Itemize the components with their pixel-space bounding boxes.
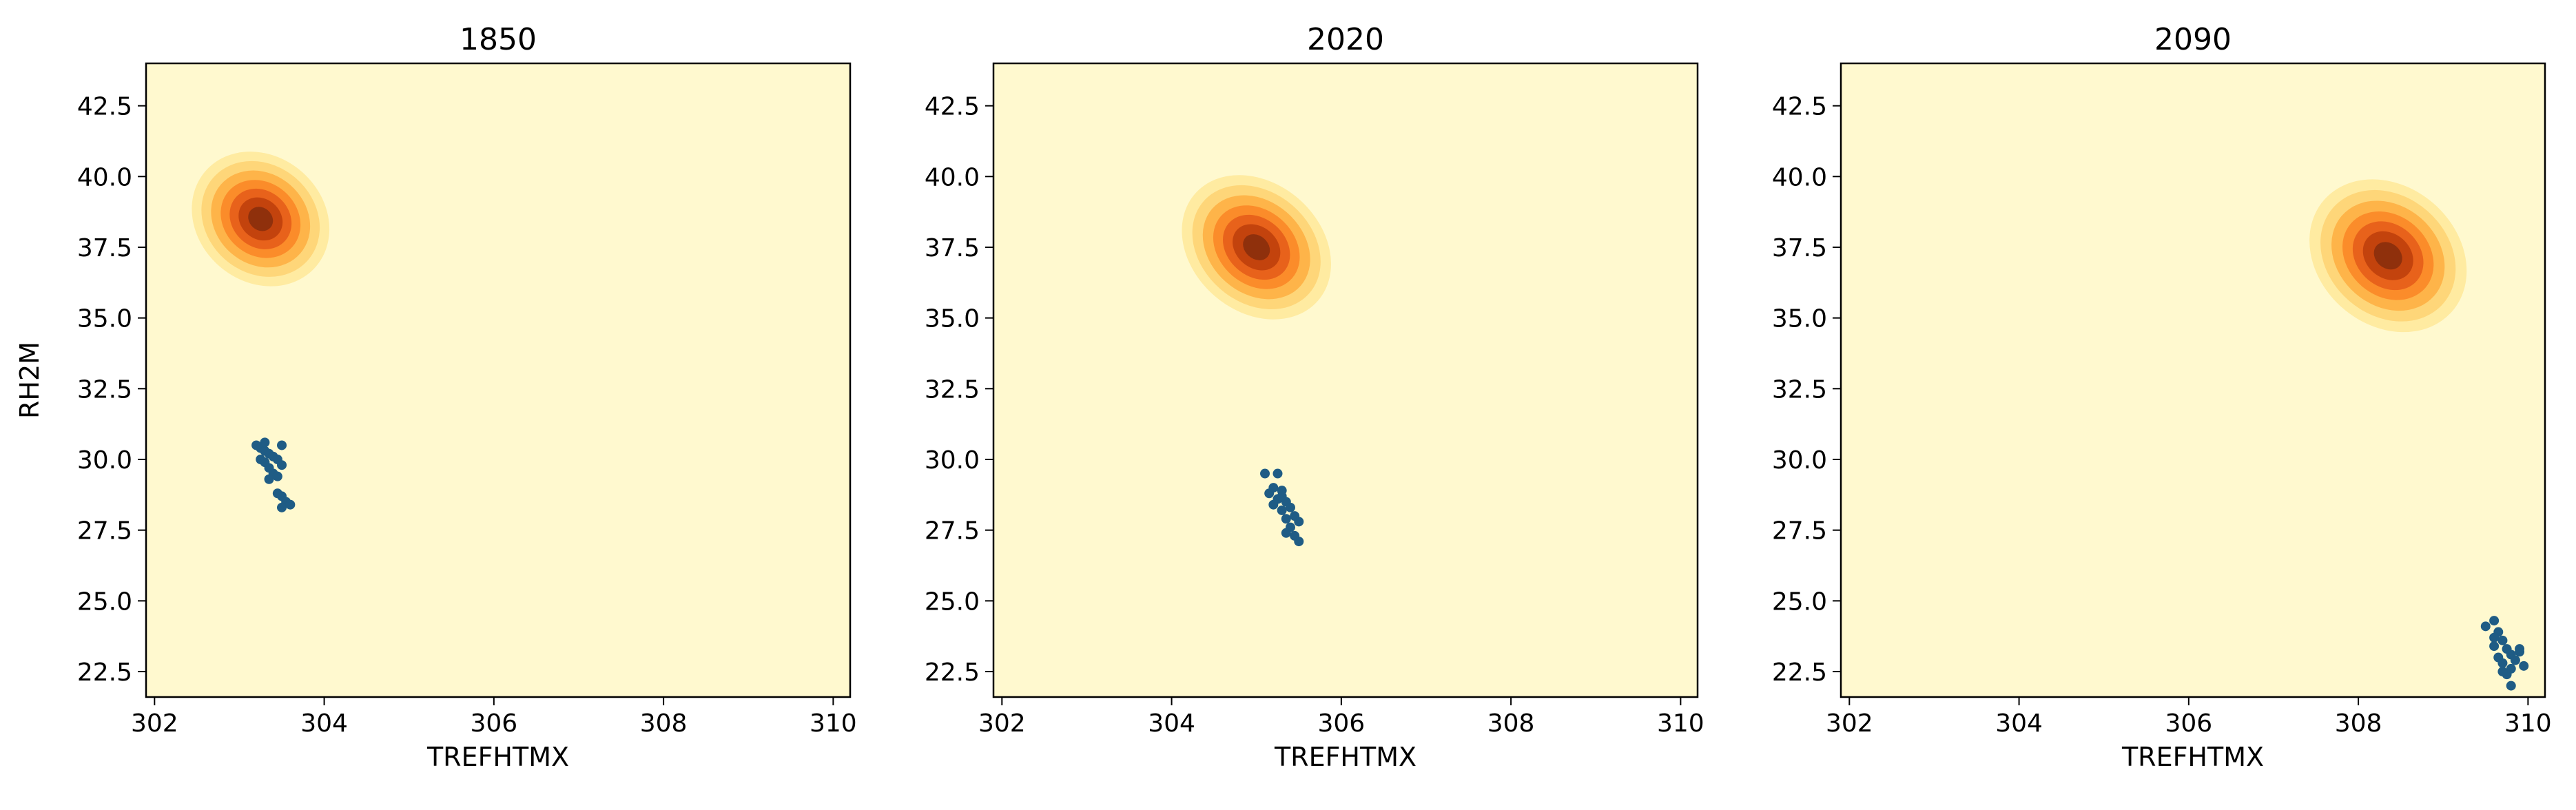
x-axis-label: TREFHTMX xyxy=(426,742,569,772)
y-tick-label: 32.5 xyxy=(925,375,980,404)
data-point xyxy=(2497,658,2508,668)
data-point xyxy=(2515,644,2525,654)
axes-frame xyxy=(1840,62,2546,698)
data-point xyxy=(1277,491,1287,501)
scatter-points xyxy=(1260,468,1304,547)
data-point xyxy=(1294,537,1304,547)
y-tick-label: 40.0 xyxy=(1772,163,1827,191)
data-point xyxy=(272,488,282,499)
data-point xyxy=(2489,641,2500,652)
x-tick-label: 304 xyxy=(1148,709,1195,738)
chart-title: 2090 xyxy=(2154,22,2232,57)
x-tick-label: 302 xyxy=(131,709,178,738)
x-tick-label: 302 xyxy=(1826,709,1873,738)
x-tick-label: 310 xyxy=(1657,709,1704,738)
y-tick-label: 37.5 xyxy=(77,234,132,262)
plot-background xyxy=(1841,63,2545,697)
x-tick-label: 306 xyxy=(470,709,517,738)
y-tick-label: 25.0 xyxy=(1772,588,1827,616)
y-tick-label: 32.5 xyxy=(1772,375,1827,404)
data-point xyxy=(277,502,287,512)
data-point xyxy=(285,499,296,510)
data-point xyxy=(1260,468,1270,479)
x-tick-label: 302 xyxy=(978,709,1026,738)
y-tick-label: 25.0 xyxy=(925,588,980,616)
y-tick-label: 30.0 xyxy=(77,446,132,475)
y-tick-label: 30.0 xyxy=(925,446,980,475)
y-tick-label: 32.5 xyxy=(77,375,132,404)
y-tick-label: 37.5 xyxy=(925,234,980,262)
y-axis-label: RH2M xyxy=(14,342,45,419)
chart-panel-1: 302 304 306 308 310 22.5 25.0 27.5 30.0 32.5 35.0 3… xyxy=(14,22,857,772)
y-tick-label: 42.5 xyxy=(1772,93,1827,121)
x-tick-label: 310 xyxy=(810,709,857,738)
y-tick-label: 40.0 xyxy=(925,163,980,191)
scatter-points xyxy=(2480,616,2529,691)
data-point xyxy=(2489,632,2500,643)
x-tick-label: 304 xyxy=(300,709,348,738)
data-point xyxy=(1281,528,1291,538)
y-tick-label: 35.0 xyxy=(925,305,980,333)
y-tick-label: 37.5 xyxy=(1772,234,1827,262)
y-tick-label: 22.5 xyxy=(77,658,132,687)
axes-frame xyxy=(145,62,852,698)
x-tick-label: 306 xyxy=(1317,709,1365,738)
data-point xyxy=(1264,488,1275,499)
y-tick-label: 40.0 xyxy=(77,163,132,191)
y-tick-label: 35.0 xyxy=(1772,305,1827,333)
y-tick-label: 22.5 xyxy=(925,658,980,687)
data-point xyxy=(1285,502,1295,512)
density-contours xyxy=(192,152,330,287)
data-point xyxy=(2510,655,2520,665)
chart-title: 1850 xyxy=(460,22,537,57)
plot-background xyxy=(993,63,1698,697)
data-point xyxy=(2480,621,2491,632)
data-point xyxy=(2506,681,2516,691)
data-point xyxy=(2497,635,2508,645)
x-tick-label: 308 xyxy=(2335,709,2382,738)
y-tick-label: 42.5 xyxy=(925,93,980,121)
chart-title: 2020 xyxy=(1307,22,1384,57)
chart-panel-2: 302 304 306 308 310 22.5 25.0 27.5 30.0 32.5 35.0 3… xyxy=(925,22,1704,772)
density-level-7 xyxy=(1243,234,1270,260)
data-point xyxy=(1294,517,1304,527)
y-tick-label: 30.0 xyxy=(1772,446,1827,475)
axes-frame xyxy=(992,62,1699,698)
y-tick-label: 27.5 xyxy=(77,517,132,546)
scatter-points xyxy=(251,437,296,512)
y-tick-label: 27.5 xyxy=(925,517,980,546)
x-tick-label: 310 xyxy=(2504,709,2552,738)
chart-panel-3: 302 304 306 308 310 22.5 25.0 27.5 30.0 32.5 35.0 3… xyxy=(1772,22,2552,772)
data-point xyxy=(1268,499,1279,510)
data-point xyxy=(277,440,287,450)
x-tick-label: 306 xyxy=(2165,709,2212,738)
data-point xyxy=(2497,667,2508,677)
density-level-7 xyxy=(2373,242,2402,270)
x-axis-label: TREFHTMX xyxy=(1274,742,1416,772)
data-point xyxy=(277,460,287,470)
y-tick-label: 35.0 xyxy=(77,305,132,333)
data-point xyxy=(1281,514,1291,524)
data-point xyxy=(264,474,274,484)
x-axis-label: TREFHTMX xyxy=(2121,742,2264,772)
data-point xyxy=(1277,505,1287,515)
data-point xyxy=(272,471,282,481)
y-tick-label: 42.5 xyxy=(77,93,132,121)
density-level-7 xyxy=(248,207,274,231)
data-point xyxy=(1272,468,1283,479)
x-tick-label: 304 xyxy=(1995,709,2043,738)
data-point xyxy=(2489,616,2500,626)
data-point xyxy=(2519,661,2529,671)
data-point xyxy=(260,437,270,448)
density-contours xyxy=(1182,175,1331,320)
density-contours xyxy=(2309,179,2467,333)
x-tick-label: 308 xyxy=(640,709,688,738)
y-tick-label: 27.5 xyxy=(1772,517,1827,546)
x-tick-label: 308 xyxy=(1487,709,1535,738)
y-tick-label: 22.5 xyxy=(1772,658,1827,687)
y-tick-label: 25.0 xyxy=(77,588,132,616)
